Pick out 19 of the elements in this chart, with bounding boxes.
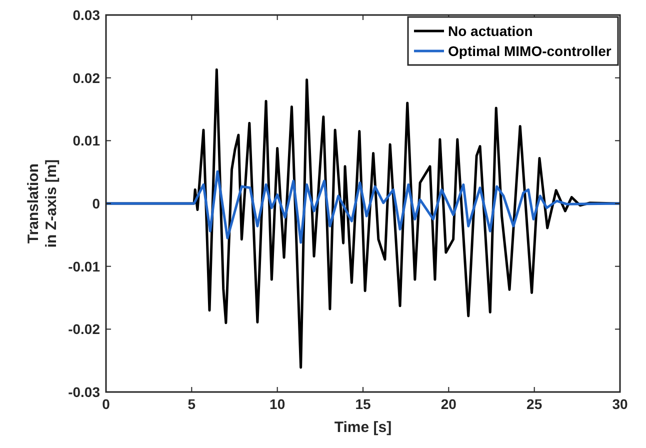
x-tick-label: 30: [612, 396, 628, 412]
y-tick-label: 0.03: [72, 7, 100, 23]
y-tick-label: -0.02: [68, 321, 100, 338]
y-axis-title: Translation in Z-axis [m]: [25, 159, 60, 248]
x-tick-label: 10: [270, 396, 286, 412]
y-tick-label: -0.03: [68, 384, 100, 400]
y-tick-label: 0.01: [72, 132, 100, 149]
x-tick-label: 5: [188, 396, 196, 412]
legend-label: Optimal MIMO-controller: [448, 43, 612, 59]
y-tick-label: 0: [92, 196, 100, 212]
x-tick-label: 25: [526, 396, 542, 412]
x-tick-label: 15: [355, 396, 371, 412]
x-tick-label: 0: [102, 396, 110, 412]
y-tick-label: -0.01: [68, 258, 100, 274]
legend-label: No actuation: [448, 23, 533, 39]
x-tick-label: 20: [440, 396, 457, 412]
y-tick-label: 0.02: [72, 70, 100, 86]
x-axis-title: Time [s]: [334, 419, 392, 436]
line-series: [106, 170, 620, 244]
